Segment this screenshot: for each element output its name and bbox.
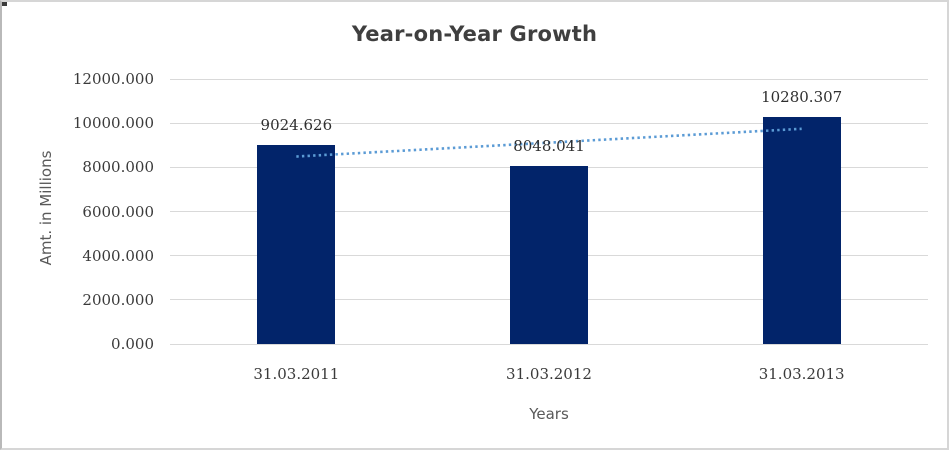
y-tick-label: 8000.000 <box>82 158 154 177</box>
y-tick-label: 0.000 <box>111 335 154 353</box>
data-label: 9024.626 <box>260 115 333 134</box>
x-axis-title: Years <box>529 405 569 423</box>
gridline <box>170 78 928 80</box>
x-tick-label: 31.03.2013 <box>758 365 845 383</box>
bar-31.03.2012 <box>510 166 588 344</box>
x-tick-label: 31.03.2011 <box>253 365 340 383</box>
plot-area: 9024.626 8048.041 10280.307 <box>170 78 928 345</box>
bar-31.03.2011 <box>257 144 336 344</box>
y-tick-label: 2000.000 <box>82 290 154 309</box>
y-tick-label: 12000.000 <box>72 70 154 88</box>
y-tick-label: 10000.000 <box>72 114 154 133</box>
frame-corner-notch <box>2 2 7 6</box>
gridline <box>170 343 928 345</box>
gridline <box>170 122 928 124</box>
y-tick-label: 4000.000 <box>82 246 154 265</box>
bar-31.03.2013 <box>762 116 841 344</box>
x-tick-label: 31.03.2012 <box>506 365 592 383</box>
data-label: 10280.307 <box>761 87 843 106</box>
data-label: 8048.041 <box>513 137 585 156</box>
y-tick-label: 6000.000 <box>82 202 154 221</box>
chart-title: Year-on-Year Growth <box>351 22 598 46</box>
